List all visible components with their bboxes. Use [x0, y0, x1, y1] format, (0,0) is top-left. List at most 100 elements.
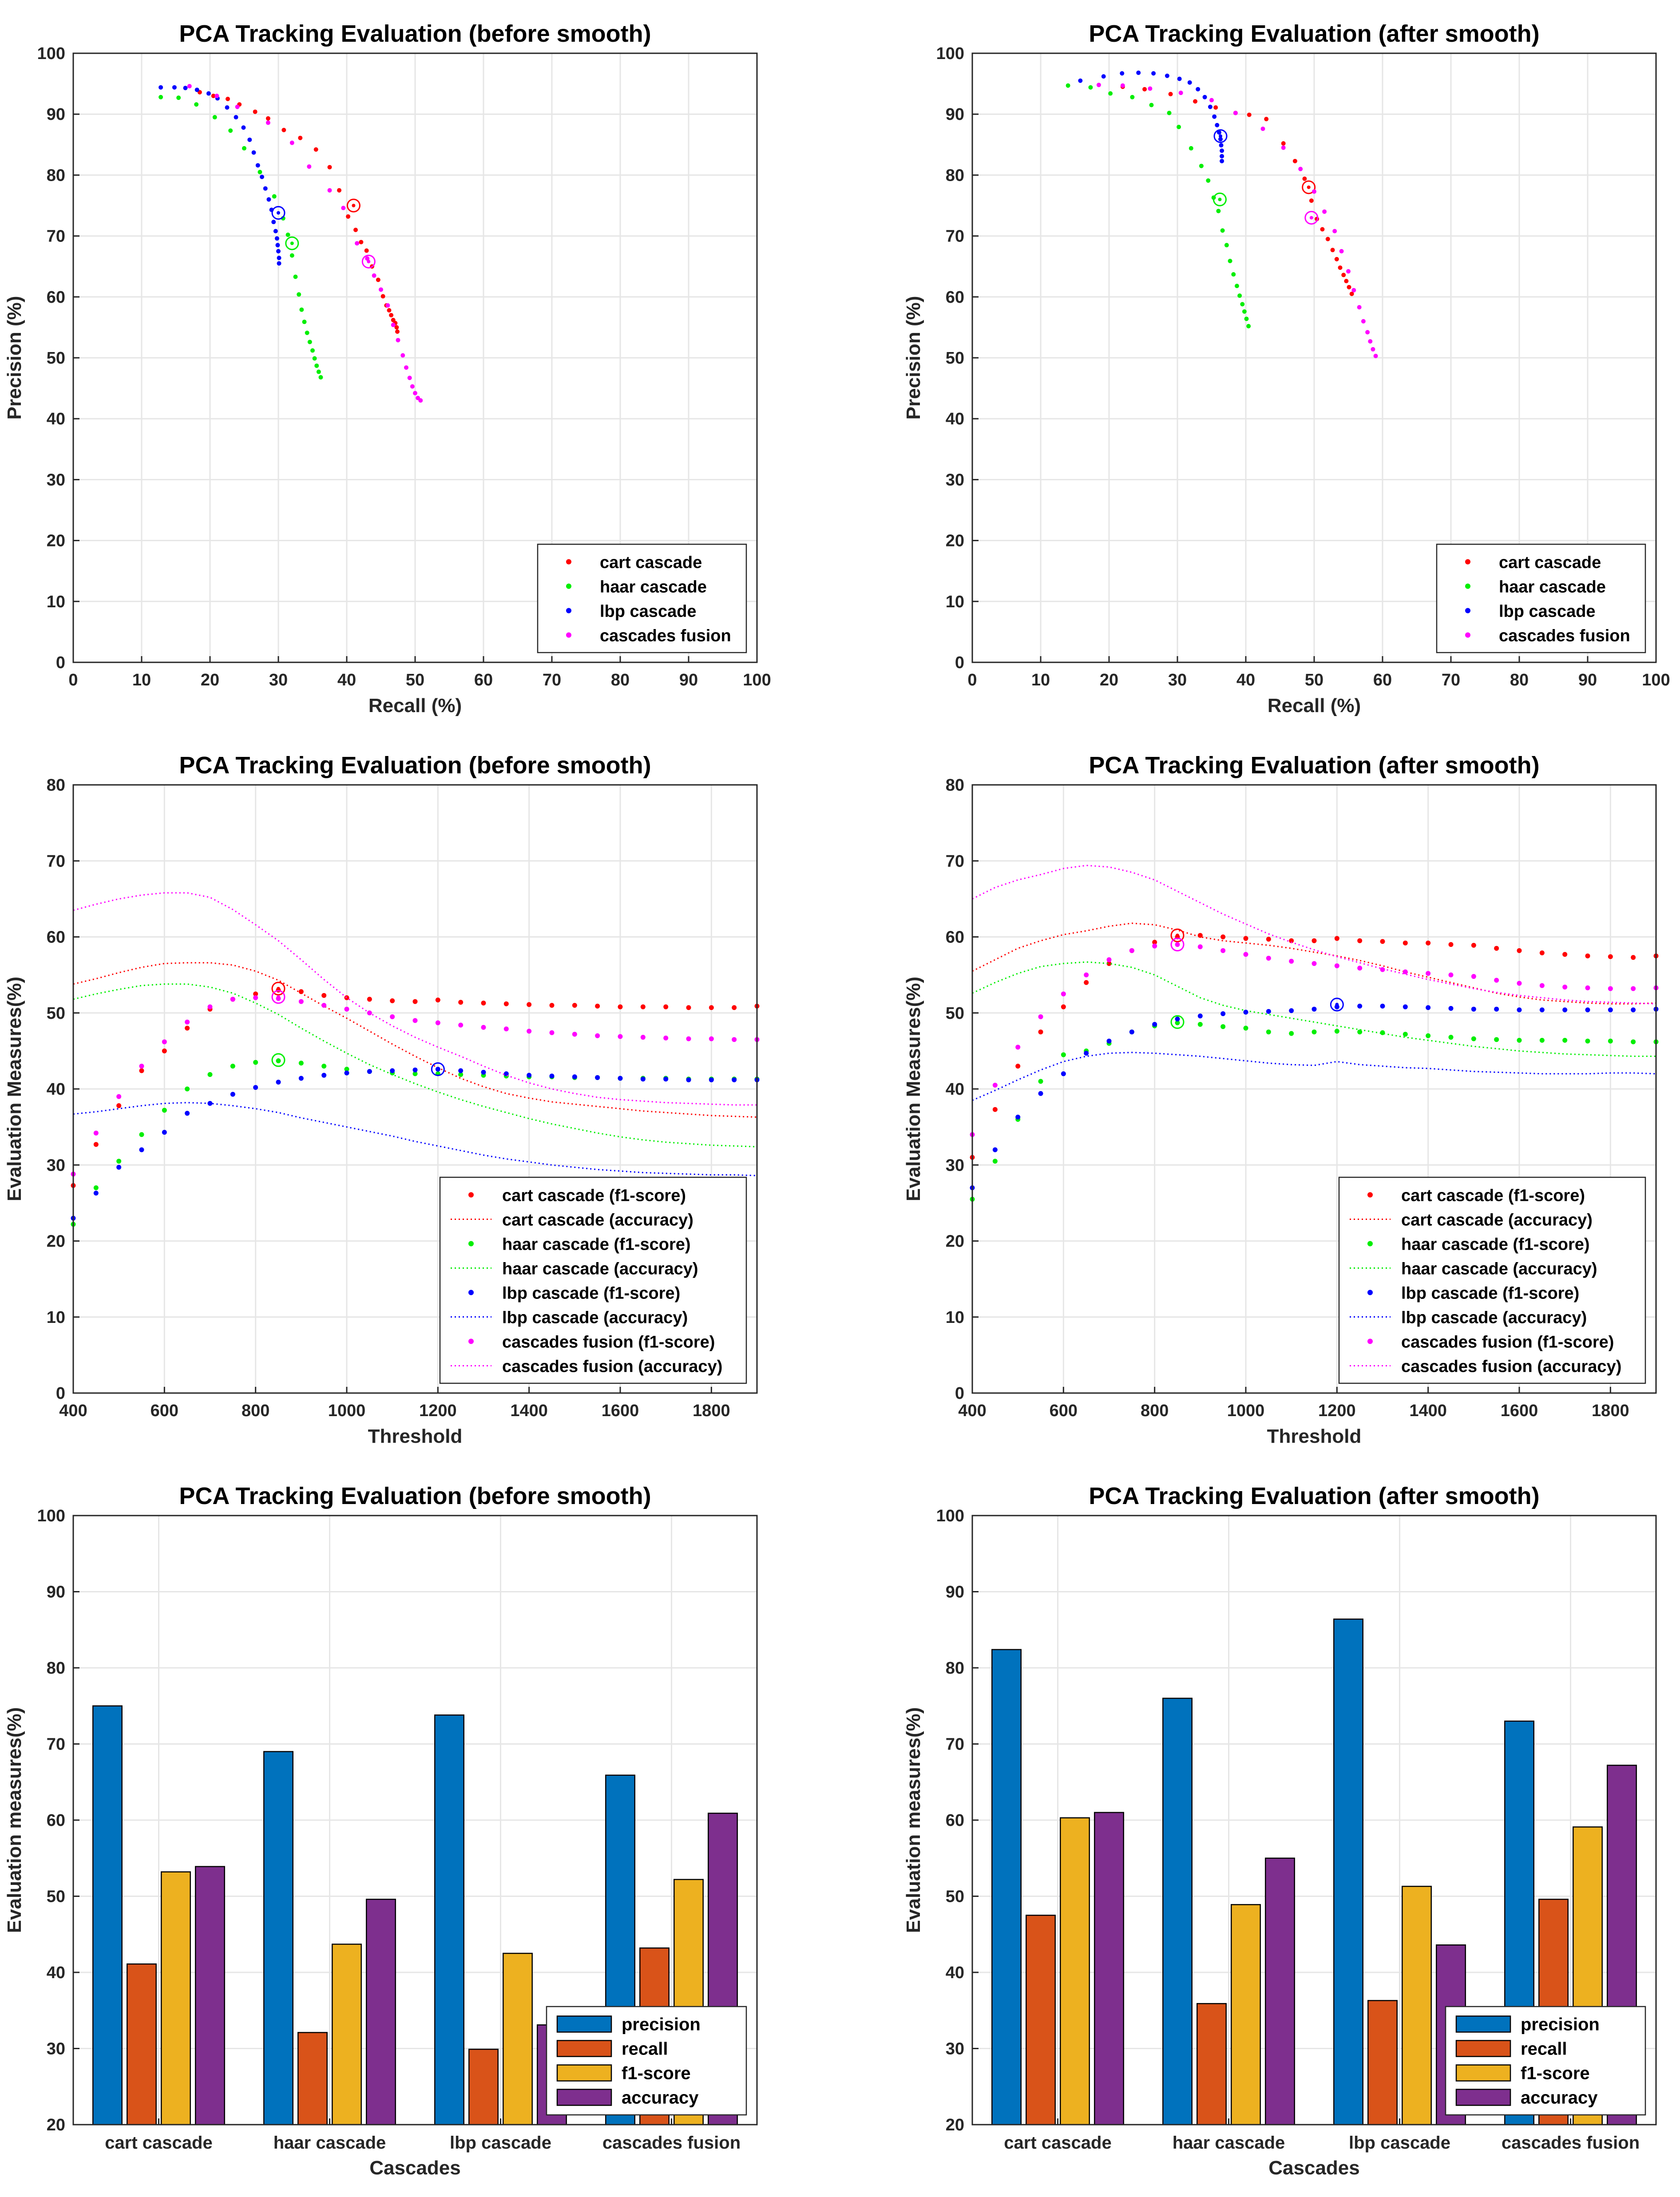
data-point — [663, 1004, 669, 1009]
legend-label: cart cascade — [600, 554, 702, 572]
data-point — [458, 1072, 464, 1077]
x-tick-label: 80 — [611, 671, 630, 689]
data-point — [1312, 1029, 1317, 1035]
x-axis-label: Recall (%) — [1268, 695, 1361, 716]
data-point — [1302, 176, 1307, 181]
data-point — [253, 1085, 258, 1090]
data-point — [211, 94, 216, 99]
data-point — [176, 95, 181, 100]
data-point — [1266, 1009, 1271, 1014]
data-point — [1471, 974, 1476, 979]
data-point — [1220, 948, 1226, 953]
y-tick-label: 30 — [946, 1156, 964, 1175]
chart-panel-1: 0 10 20 30 40 50 60 70 80 90 100 0 10 20 30 40 50 60 70 80 9… — [4, 20, 771, 716]
data-point — [281, 127, 286, 132]
data-point — [380, 294, 385, 299]
data-point — [549, 1030, 555, 1035]
data-point — [595, 1075, 600, 1080]
data-point — [230, 1092, 235, 1097]
selected-point-ring — [361, 254, 376, 269]
data-point — [185, 1086, 190, 1092]
data-point — [355, 241, 360, 246]
data-point — [390, 1014, 395, 1019]
data-point — [1289, 938, 1294, 943]
legend-label: accuracy — [1521, 2088, 1598, 2108]
data-point — [413, 391, 417, 396]
x-tick-label: 10 — [1031, 671, 1050, 689]
y-tick-label: 90 — [946, 1583, 964, 1602]
bar — [127, 1963, 157, 2126]
legend-box — [537, 543, 747, 653]
data-point — [214, 94, 219, 99]
legend-label: cart cascade — [1499, 554, 1601, 572]
data-point — [732, 1037, 737, 1042]
data-point — [185, 1111, 190, 1116]
data-point — [481, 1025, 486, 1030]
data-point — [595, 1033, 600, 1038]
data-point — [139, 1064, 144, 1069]
data-point — [1216, 130, 1221, 135]
y-axis-label: Evaluation measures(%) — [903, 1707, 924, 1933]
y-tick-label: 60 — [946, 928, 964, 947]
data-point — [389, 313, 394, 317]
data-point — [1341, 273, 1346, 277]
selected-point — [1335, 1002, 1339, 1006]
data-point — [1220, 934, 1226, 939]
data-point — [372, 273, 376, 278]
data-point — [1038, 1029, 1043, 1035]
legend-label: haar cascade (f1-score) — [1401, 1235, 1590, 1254]
data-point — [1380, 1003, 1385, 1009]
data-point — [285, 232, 290, 237]
y-tick-label: 20 — [946, 532, 964, 550]
data-point — [418, 398, 423, 403]
data-point — [1015, 1064, 1021, 1069]
legend-swatch — [556, 2089, 612, 2106]
data-point — [1038, 1079, 1043, 1084]
legend-label: haar cascade (accuracy) — [502, 1260, 698, 1279]
data-point — [1220, 154, 1224, 158]
legend: cart cascade (f1-score) cart cascade (acc… — [439, 1176, 747, 1384]
data-point — [298, 1061, 304, 1066]
data-point — [732, 1077, 737, 1082]
legend-swatch — [1455, 2089, 1511, 2106]
x-tick-label: lbp cascade — [450, 2133, 551, 2153]
x-tick-label: 1600 — [1501, 1401, 1538, 1420]
legend: precision recall f1-score accuracy — [1445, 2006, 1646, 2116]
data-point — [387, 308, 392, 313]
data-point — [1108, 91, 1113, 96]
data-point — [258, 170, 262, 174]
x-tick-label: 90 — [679, 671, 698, 689]
selected-point-ring — [1170, 1015, 1185, 1029]
chart-panel-3: 400 600 800 1000 1200 1400 1600 1800 0 10 20 30 40 50… — [4, 752, 760, 1447]
data-point — [321, 1003, 327, 1008]
selected-point-ring — [285, 236, 299, 250]
data-point — [663, 1077, 669, 1082]
data-point — [1202, 95, 1207, 99]
bar — [1231, 1904, 1261, 2126]
data-point — [1312, 961, 1317, 966]
data-point — [1334, 1029, 1339, 1034]
data-point — [1585, 1007, 1590, 1013]
data-point — [412, 1018, 418, 1023]
data-point — [297, 292, 301, 297]
selected-point — [277, 1058, 280, 1062]
y-tick-label: 20 — [47, 532, 65, 550]
legend-label: f1-score — [1521, 2064, 1590, 2083]
data-point — [1349, 291, 1354, 296]
y-tick-label: 70 — [946, 852, 964, 871]
x-tick-label: 600 — [151, 1401, 178, 1420]
data-point — [1206, 178, 1211, 183]
selected-point-ring — [271, 1053, 285, 1067]
data-point — [1218, 137, 1223, 142]
x-tick-label: cart cascade — [1004, 2133, 1111, 2153]
data-point — [481, 1000, 486, 1005]
data-point — [367, 1069, 372, 1074]
x-axis-label: Recall (%) — [368, 695, 462, 716]
data-point — [365, 256, 370, 261]
data-point — [1233, 111, 1238, 115]
data-point — [230, 997, 235, 1002]
selected-point-ring — [431, 1062, 445, 1076]
y-tick-label: 50 — [47, 1004, 65, 1023]
data-point — [1368, 339, 1373, 344]
data-point — [1246, 324, 1251, 329]
